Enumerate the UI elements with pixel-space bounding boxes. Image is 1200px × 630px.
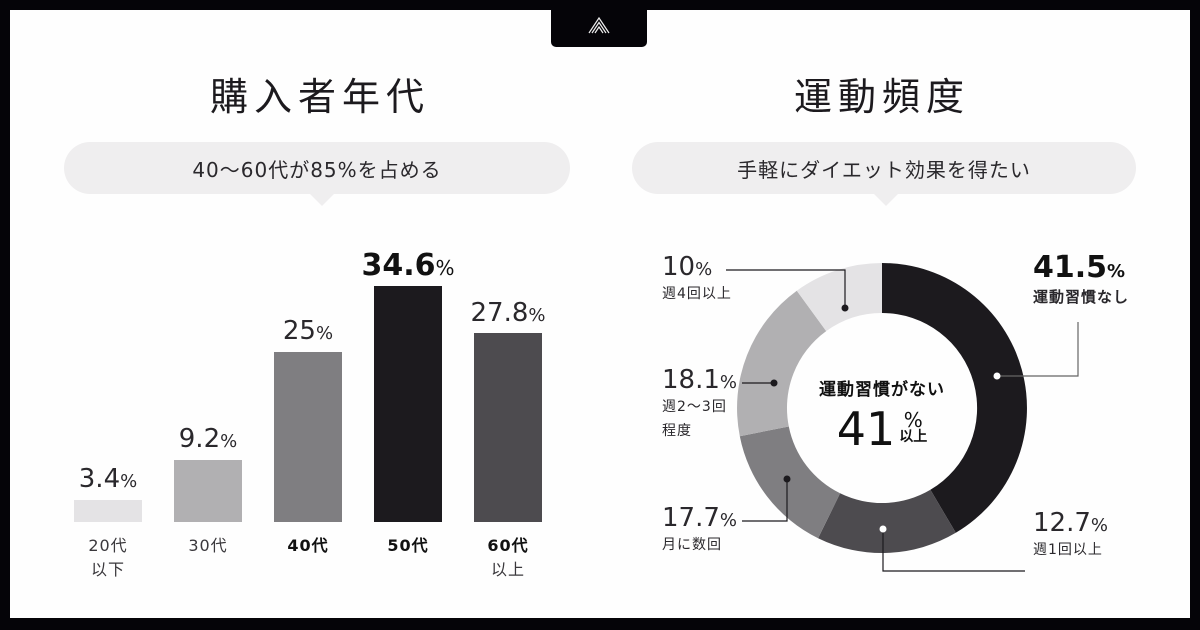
bar-30s xyxy=(174,460,242,522)
bar-value-label: 9.2% xyxy=(178,424,238,454)
donut-label-no-habit: 41.5% 運動習慣なし xyxy=(1033,250,1130,306)
center-number: 41 xyxy=(836,402,896,456)
center-unit: % xyxy=(903,408,923,432)
bar-value-label: 34.6% xyxy=(361,248,455,283)
triple-chevron-up-icon xyxy=(588,16,610,33)
donut-segment-weekly-2-3 xyxy=(737,290,827,437)
donut-label-weekly-4: 10% 週4回以上 xyxy=(662,252,732,302)
donut-segment-no-habit xyxy=(882,263,1027,533)
bar-chart-title: 購入者年代 xyxy=(209,75,430,119)
donut-chart-title: 運動頻度 xyxy=(793,75,970,119)
bar-category-label: 40代 xyxy=(287,536,329,555)
donut-label-monthly: 17.7% 月に数回 xyxy=(662,503,737,553)
donut-label-weekly-2-3: 18.1% 週2〜3回 程度 xyxy=(662,365,737,439)
donut-chart-callout: 手軽にダイエット効果を得たい xyxy=(632,142,1136,206)
bar-value-label: 3.4% xyxy=(78,464,138,494)
donut-segment-weekly-1 xyxy=(818,489,956,554)
bar-50s xyxy=(374,286,442,522)
center-suffix: 以上 xyxy=(899,429,928,445)
bar-category-label: 60代 以上 xyxy=(487,536,529,579)
bar-chart-callout: 40〜60代が85%を占める xyxy=(64,142,570,206)
donut-center-annotation: 運動習慣がない 41 % 以上 xyxy=(800,375,964,454)
bar-60s xyxy=(474,333,542,522)
donut-segment-monthly xyxy=(739,426,841,539)
bar-value-label: 27.8% xyxy=(470,298,546,328)
bar-20s xyxy=(74,500,142,522)
bar-40s xyxy=(274,352,342,522)
bar-category-label: 30代 xyxy=(188,536,228,555)
bar-category-label: 20代 以下 xyxy=(88,536,128,579)
leader-dots xyxy=(770,304,1001,533)
donut-label-weekly-1: 12.7% 週1回以上 xyxy=(1033,508,1108,558)
center-headline: 運動習慣がない xyxy=(819,380,945,400)
leader-lines xyxy=(726,269,1079,572)
brand-logo-tab xyxy=(551,0,647,47)
bar-value-label: 25% xyxy=(282,316,334,346)
donut-segment-weekly-4 xyxy=(796,263,882,332)
bar-category-label: 50代 xyxy=(387,536,429,555)
